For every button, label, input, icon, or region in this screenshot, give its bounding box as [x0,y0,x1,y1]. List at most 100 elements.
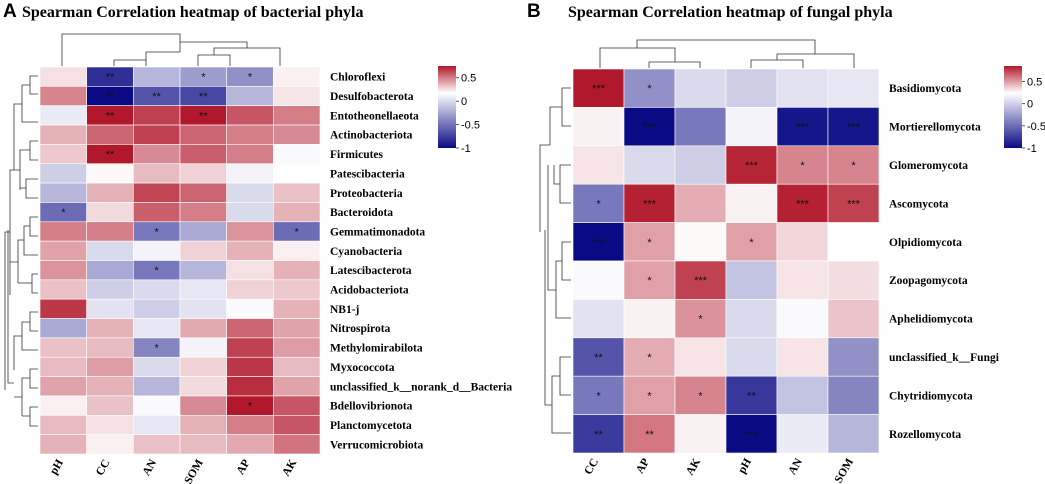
significance-mark: *** [694,275,708,287]
legend-tick-label: -1 [461,143,471,155]
heatmap-cell [725,414,778,454]
row-label: Entotheonellaeota [330,110,419,122]
heatmap-cell [133,240,181,261]
panel-a-heatmap-cells [39,66,321,455]
heatmap-cell [623,183,676,223]
heatmap-cell [179,260,227,281]
row-label: Desulfobacterota [330,91,414,103]
heatmap-cell [623,299,676,339]
panel-b-significance-marks: *** **** *** ****** * ** *** *** ****** * ** ******… [592,83,861,441]
heatmap-cell [674,145,727,185]
heatmap-cell [674,222,727,262]
row-label: Patescibacteria [330,168,405,180]
row-label: Aphelidiomycota [889,314,973,326]
column-label: CC [94,458,113,478]
significance-mark: *** [643,198,657,210]
heatmap-cell [39,66,87,87]
panel-b-row-labels: Basidiomycota Mortierellomycota Glomeromyc… [889,83,1000,441]
row-label: Verrucomicrobiota [330,439,424,451]
heatmap-cell [572,107,625,147]
heatmap-cell [179,240,227,261]
significance-mark: * [248,72,253,84]
column-label: AN [141,457,160,478]
significance-mark: * [155,265,160,277]
column-label: AP [634,457,652,476]
significance-mark: * [155,343,160,355]
heatmap-cell [623,145,676,185]
heatmap-cell [226,124,274,145]
heatmap-cell [39,124,87,145]
heatmap-cell [827,222,880,262]
row-label: Firmicutes [330,149,384,161]
significance-mark: * [749,237,754,249]
heatmap-cell [776,107,829,147]
heatmap-cell [39,86,87,106]
heatmap-cell [674,299,727,339]
significance-mark: ** [594,429,603,441]
heatmap-cell [827,107,880,147]
row-label: Zoopagomycota [889,275,968,287]
panel-b-row-dendrogram [539,87,571,434]
significance-mark: * [800,160,805,172]
row-label: Rozellomycota [889,429,961,441]
significance-mark: ** [152,91,161,103]
panel-b-legend-bar [1004,66,1022,148]
row-label: NB1-j [330,304,360,316]
heatmap-cell [623,68,676,108]
heatmap-cell [133,144,181,165]
heatmap-cell [133,105,181,126]
heatmap-cell [725,68,778,108]
heatmap-cell [86,202,134,223]
panel-b: B Spearman Correlation heatmap of fungal… [527,1,1045,484]
heatmap-cell [776,375,829,415]
legend-tick-label: 0.5 [461,73,476,85]
column-label: SOM [182,457,206,484]
heatmap-cell [674,183,727,223]
heatmap-cell [827,414,880,454]
heatmap-cell [39,144,87,165]
heatmap-cell [133,279,181,300]
panel-b-title: Spearman Correlation heatmap of fungal p… [568,4,893,21]
heatmap-cell [725,145,778,185]
column-label: pH [48,457,66,476]
heatmap-cell [86,221,134,242]
significance-mark: ** [594,352,603,364]
heatmap-cell [273,86,321,106]
heatmap-cell [273,124,321,145]
heatmap-cell [179,182,227,203]
heatmap-cell [86,279,134,300]
significance-mark: * [698,390,703,402]
heatmap-cell [725,337,778,377]
panel-a-letter: A [3,1,17,22]
row-label: Ascomycota [889,198,949,210]
row-label: Bdellovibrionota [330,401,413,413]
heatmap-cell [226,356,274,377]
heatmap-cell [39,182,87,203]
heatmap-cell [273,395,321,416]
heatmap-cell [674,337,727,377]
legend-tick-label: 0 [1027,99,1033,111]
heatmap-cell [572,299,625,339]
heatmap-cell [133,202,181,223]
heatmap-cell [226,298,274,319]
row-label: Actinobacteriota [330,130,413,142]
row-label: Planctomycetota [330,420,412,432]
heatmap-cell [86,414,134,435]
heatmap-cell [226,376,274,397]
row-label: Myxococcota [330,362,395,374]
heatmap-cell [39,240,87,261]
heatmap-cell [133,395,181,416]
heatmap-cell [226,434,274,455]
heatmap-cell [827,145,880,185]
row-label: Gemmatimonadota [330,226,425,238]
heatmap-cell [273,356,321,377]
heatmap-cell [179,337,227,358]
heatmap-cell [226,260,274,281]
significance-mark: ** [106,91,115,103]
legend-tick-label: 0 [461,96,467,108]
heatmap-cell [86,182,134,203]
heatmap-cell [86,318,134,339]
significance-mark: *** [796,198,810,210]
heatmap-cell [827,337,880,377]
heatmap-cell [39,163,87,184]
